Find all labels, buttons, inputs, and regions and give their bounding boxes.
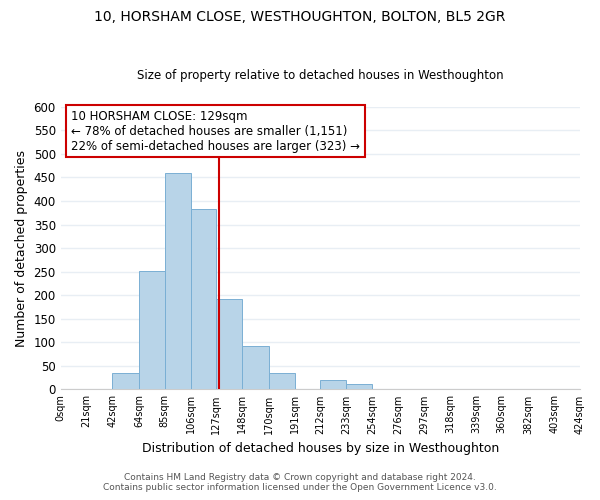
Text: Contains HM Land Registry data © Crown copyright and database right 2024.
Contai: Contains HM Land Registry data © Crown c… xyxy=(103,473,497,492)
Bar xyxy=(165,172,191,390)
Text: 10, HORSHAM CLOSE, WESTHOUGHTON, BOLTON, BL5 2GR: 10, HORSHAM CLOSE, WESTHOUGHTON, BOLTON,… xyxy=(94,10,506,24)
X-axis label: Distribution of detached houses by size in Westhoughton: Distribution of detached houses by size … xyxy=(142,442,499,455)
Bar xyxy=(112,373,139,390)
Bar xyxy=(242,346,269,390)
Title: Size of property relative to detached houses in Westhoughton: Size of property relative to detached ho… xyxy=(137,69,503,82)
Bar xyxy=(269,373,295,390)
Bar xyxy=(139,270,165,390)
Bar xyxy=(191,210,216,390)
Y-axis label: Number of detached properties: Number of detached properties xyxy=(15,150,28,346)
Bar xyxy=(216,299,242,390)
Bar xyxy=(346,384,372,390)
Bar xyxy=(320,380,346,390)
Text: 10 HORSHAM CLOSE: 129sqm
← 78% of detached houses are smaller (1,151)
22% of sem: 10 HORSHAM CLOSE: 129sqm ← 78% of detach… xyxy=(71,110,360,152)
